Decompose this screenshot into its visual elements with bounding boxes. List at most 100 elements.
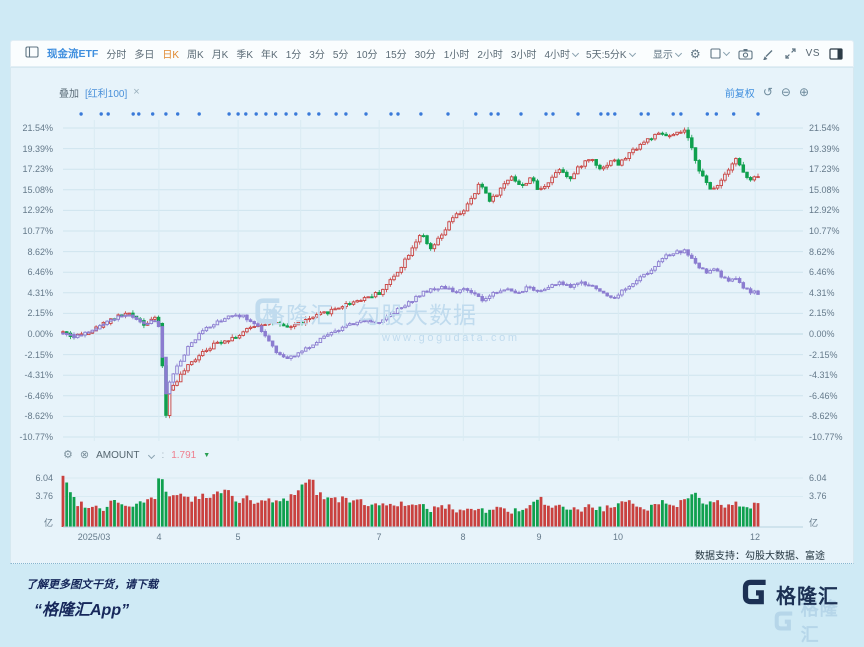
volume-axis-unit: 亿 [43,518,53,528]
overlay-row: 叠加 [红利100] × 前复权 ↺ ⊖ ⊕ [59,84,809,100]
volume-chart-area: 6.04 3.76 亿 6.04 3.76 亿 [11,465,855,531]
y-axis-label: 10.77% [22,226,53,236]
symbol-name[interactable]: 现金流ETF [47,48,99,60]
indicator-close-icon[interactable]: ⊗ [79,448,90,461]
x-axis-label: 10 [612,532,624,542]
y-axis-label: 21.54% [22,123,53,133]
y-axis-label: 10.77% [809,226,840,236]
panel-toggle-icon[interactable] [829,47,843,60]
timeframe-多日[interactable]: 多日 [134,50,155,61]
overlay-label: 叠加 [59,88,79,100]
y-axis-label: 0.00% [27,329,53,339]
volume-axis-unit: 亿 [809,518,819,528]
toolbar-tools: 显示 ⚙ VS [653,46,843,61]
display-dropdown[interactable]: 显示 [653,46,682,61]
overlay-symbol[interactable]: [红利100] [85,88,128,100]
timeframe-周K[interactable]: 周K [187,50,204,61]
y-axis-label: -6.46% [809,391,838,401]
y-axis-label: -2.15% [24,350,53,360]
y-axis-label: -10.77% [19,432,53,442]
y-axis-label: 12.92% [22,205,53,215]
datasource-note: 数据支持：勾股大数据、富途 [695,551,825,562]
zoom-out-icon[interactable]: ⊖ [780,85,791,99]
indicator-trend-icon: ▼ [203,451,211,459]
timeframe-年K[interactable]: 年K [261,50,278,61]
y-axis-label: 2.15% [809,308,835,318]
indicator-dropdown-icon[interactable] [148,451,156,459]
timeframe-5天:5分K[interactable]: 5天:5分K [586,46,636,61]
y-axis-label: -8.62% [809,411,838,421]
vs-compare-button[interactable]: VS [805,48,820,59]
timeframe-1分[interactable]: 1分 [285,50,302,61]
timeframe-季K[interactable]: 季K [236,50,254,61]
chart-card: 叠加 [红利100] × 前复权 ↺ ⊖ ⊕ 21.54% 19.39% 17.23… [10,67,854,564]
timeframe-15分[interactable]: 15分 [385,50,407,61]
layout-select-icon[interactable] [710,47,730,60]
y-axis-label: -6.46% [24,391,53,401]
indicator-name[interactable]: AMOUNT [96,449,140,461]
volume-axis-right: 6.04 3.76 亿 [805,465,855,531]
volume-axis-label: 6.04 [35,473,53,483]
timeframe-日K[interactable]: 日K [162,50,180,61]
volume-axis-label: 3.76 [809,491,827,501]
y-axis-label: 4.31% [809,288,835,298]
settings-gear-icon[interactable]: ⚙ [689,46,701,61]
y-axis-label: 4.31% [27,288,53,298]
main-chart-area: 21.54% 19.39% 17.23% 15.08% 12.92% 10.77% 8.62… [11,106,855,446]
timeframe-1小时[interactable]: 1小时 [443,50,470,61]
timeframe-3分[interactable]: 3分 [309,50,325,61]
y-axis-label: -4.31% [24,370,53,380]
volume-axis-label: 6.04 [809,473,827,483]
y-axis-label: 21.54% [809,123,840,133]
zoom-in-icon[interactable]: ⊕ [798,85,809,99]
indicator-value: 1.791 [171,449,197,461]
y-axis-label: 8.62% [809,247,835,257]
indicator-row: ⚙ ⊗ AMOUNT : 1.791 ▼ [63,447,210,463]
y-axis-label: 15.08% [809,185,840,195]
timeframe-分时[interactable]: 分时 [106,50,127,61]
promo-line1: 了解更多图文干货，请下载 [26,579,158,591]
draw-tool-icon[interactable] [762,47,775,60]
y-axis-label: 19.39% [22,144,53,154]
volume-axis-label: 3.76 [35,491,53,501]
brand-logo-main: 格隆汇 [742,578,839,611]
x-axis-label: 2025/03 [77,532,111,542]
camera-icon[interactable] [738,48,753,60]
x-axis-label: 5 [235,532,241,542]
x-axis-label: 9 [536,532,542,542]
undo-icon[interactable]: ↺ [762,85,773,99]
promo-line2: “格隆汇App” [34,602,130,619]
volume-chart-canvas[interactable] [11,465,855,531]
y-axis-label: -2.15% [809,350,838,360]
promo-text: 了解更多图文干货，请下载 “格隆汇App” [26,576,158,620]
symbol-panel-icon[interactable] [25,46,39,61]
indicator-settings-icon[interactable]: ⚙ [63,448,73,461]
y-axis-label: 0.00% [809,329,835,339]
main-chart-canvas[interactable] [11,106,855,446]
y-axis-label: 17.23% [22,164,53,174]
overlay-close-icon[interactable]: × [133,85,140,98]
fullscreen-icon[interactable] [784,47,797,60]
y-axis-label: 19.39% [809,144,840,154]
y-axis-right: 21.54% 19.39% 17.23% 15.08% 12.92% 10.77% 8.62… [805,106,855,446]
y-axis-label: 15.08% [22,185,53,195]
y-axis-label: -10.77% [809,432,843,442]
timeframe-月K[interactable]: 月K [211,50,229,61]
x-axis-label: 7 [376,532,382,542]
y-axis-label: -4.31% [809,370,838,380]
x-axis-label: 8 [460,532,466,542]
volume-axis-left: 6.04 3.76 亿 [11,465,57,531]
timeframe-5分[interactable]: 5分 [332,50,349,61]
x-axis-label: 4 [156,532,162,542]
x-axis-label: 12 [749,532,761,542]
timeframe-3小时[interactable]: 3小时 [510,50,537,61]
timeframe-30分[interactable]: 30分 [414,50,436,61]
timeframe-10分[interactable]: 10分 [356,50,378,61]
timeframe-2小时[interactable]: 2小时 [477,50,503,61]
x-axis: 2025/03 4 5 7 8 9 10 12 [11,532,855,546]
adjust-mode-button[interactable]: 前复权 [724,88,755,100]
y-axis-label: 12.92% [809,205,840,215]
y-axis-label: -8.62% [24,411,53,421]
timeframe-4小时[interactable]: 4小时 [544,46,580,61]
indicator-colon: : [161,449,165,461]
